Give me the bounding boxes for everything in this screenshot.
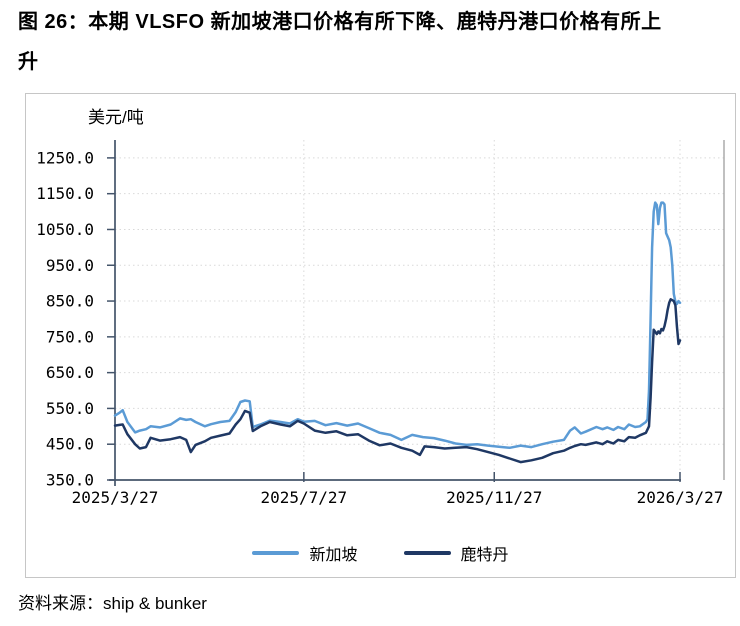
legend: 新加坡 鹿特丹: [26, 541, 735, 565]
legend-item-singapore: 新加坡: [252, 541, 358, 565]
x-tick-label: 2025/3/27: [72, 488, 159, 507]
y-axis-unit-label: 美元/吨: [88, 108, 144, 127]
series-line-singapore: [113, 201, 682, 450]
x-tick-label: 2025/11/27: [446, 488, 542, 507]
source-note: 资料来源：ship & bunker: [18, 594, 207, 613]
y-tick-label: 750.0: [46, 327, 94, 346]
legend-label-rotterdam: 鹿特丹: [460, 547, 509, 564]
y-tick-label: 650.0: [46, 363, 94, 382]
figure-title-line2: 升: [18, 51, 39, 73]
legend-item-rotterdam: 鹿特丹: [403, 541, 509, 565]
y-tick-label: 1250.0: [36, 148, 94, 167]
figure-title: 图 26：本期 VLSFO 新加坡港口价格有所下降、鹿特丹港口价格有所上升: [18, 2, 730, 82]
legend-label-singapore: 新加坡: [309, 547, 358, 564]
series-line-rotterdam: [113, 298, 682, 464]
y-tick-label: 850.0: [46, 292, 94, 311]
legend-line-swatch-singapore: [252, 551, 300, 555]
y-tick-label: 1150.0: [36, 184, 94, 203]
y-tick-label: 350.0: [46, 471, 94, 490]
chart-area: 350.0 450.0 550.0 650.0 750.0 850.0 950.0 1050.…: [25, 93, 736, 578]
x-tick-label: 2025/7/27: [260, 488, 347, 507]
figure-title-line1: 图 26：本期 VLSFO 新加坡港口价格有所下降、鹿特丹港口价格有所上: [18, 11, 662, 33]
line-chart-canvas: 350.0 450.0 550.0 650.0 750.0 850.0 950.0 1050.…: [36, 140, 725, 507]
x-tick-label: 2026/3/27: [637, 488, 724, 507]
y-tick-label: 550.0: [46, 399, 94, 418]
legend-line-swatch-rotterdam: [403, 551, 451, 555]
y-tick-label: 450.0: [46, 435, 94, 454]
y-tick-label: 950.0: [46, 256, 94, 275]
y-tick-label: 1050.0: [36, 220, 94, 239]
